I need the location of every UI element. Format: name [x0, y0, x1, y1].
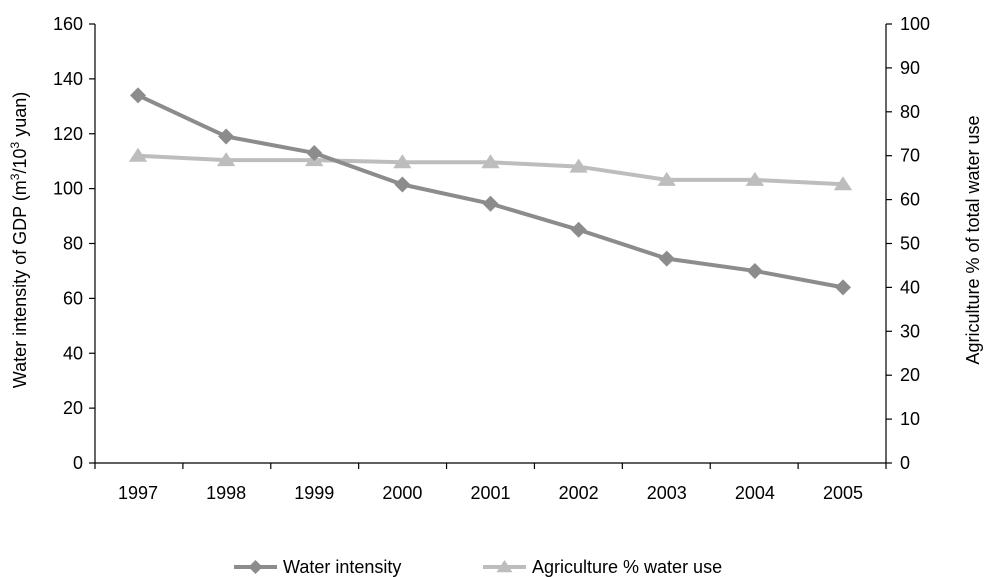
x-tick-label: 1998	[206, 483, 246, 503]
left-tick-label: 80	[63, 234, 83, 254]
x-tick-label: 2002	[559, 483, 599, 503]
point-agriculture-share	[745, 171, 765, 186]
legend-label: Agriculture % water use	[532, 557, 722, 577]
left-tick-label: 60	[63, 288, 83, 308]
left-axis-label-prefix: Water intensity of GDP (m	[10, 180, 30, 388]
right-axis-ticks: 0 10 20 30 40 50 60 70 80 90 100	[886, 14, 930, 473]
legend-marker-triangle	[496, 560, 513, 573]
right-axis-label: Agriculture % of total water use	[963, 115, 983, 364]
point-water-intensity	[218, 128, 235, 145]
left-axis-label-mid: /10	[10, 148, 30, 173]
series-line-water-intensity	[137, 93, 844, 290]
point-water-intensity	[746, 262, 763, 279]
left-tick-label: 160	[53, 14, 83, 34]
legend-item-agriculture-share: Agriculture % water use	[483, 557, 722, 577]
point-water-intensity	[482, 195, 499, 212]
right-tick-label: 40	[900, 277, 920, 297]
legend-marker-diamond	[248, 560, 263, 574]
left-axis-label-sup2: 3	[8, 141, 22, 148]
right-tick-label: 90	[900, 58, 920, 78]
point-water-intensity	[570, 221, 587, 238]
legend-item-water-intensity: Water intensity	[234, 557, 401, 577]
plot-area	[94, 24, 887, 464]
x-tick-label: 2000	[382, 483, 422, 503]
right-tick-label: 20	[900, 365, 920, 385]
point-agriculture-share	[833, 176, 853, 191]
series-water-intensity	[130, 87, 851, 296]
right-tick-label: 80	[900, 102, 920, 122]
left-axis-label-suffix: yuan)	[10, 92, 30, 142]
series-layer	[128, 87, 853, 296]
point-water-intensity	[394, 176, 411, 193]
left-tick-label: 140	[53, 69, 83, 89]
x-tick-label: 2001	[470, 483, 510, 503]
left-tick-label: 0	[73, 453, 83, 473]
left-axis-label: Water intensity of GDP (m3/103 yuan)	[8, 92, 30, 389]
right-tick-label: 30	[900, 321, 920, 341]
point-agriculture-share	[569, 158, 588, 173]
point-water-intensity	[306, 144, 323, 161]
point-water-intensity	[658, 250, 675, 267]
x-axis-ticks: 1997 1998 1999 2000 2001 2002 2003 2004 2005	[94, 463, 887, 503]
x-tick-label: 2005	[823, 483, 863, 503]
x-tick-label: 2004	[735, 483, 775, 503]
right-tick-label: 60	[900, 190, 920, 210]
left-axis-ticks: 0 20 40 60 80 100 120 140 160	[53, 14, 95, 473]
right-tick-label: 0	[900, 453, 910, 473]
right-tick-label: 10	[900, 409, 920, 429]
point-water-intensity	[835, 279, 851, 296]
left-tick-label: 120	[53, 124, 83, 144]
point-agriculture-share	[393, 154, 412, 169]
point-agriculture-share	[216, 152, 236, 167]
legend: Water intensity Agriculture % water use	[234, 557, 722, 577]
left-tick-label: 100	[53, 179, 83, 199]
x-tick-label: 1999	[294, 483, 334, 503]
left-tick-label: 40	[63, 343, 83, 363]
right-tick-label: 100	[900, 14, 930, 34]
x-tick-label: 1997	[118, 483, 158, 503]
left-axis-label-sup1: 3	[8, 173, 22, 180]
x-tick-label: 2003	[647, 483, 687, 503]
point-water-intensity	[130, 87, 146, 104]
point-agriculture-share	[481, 154, 500, 169]
series-agriculture-share	[128, 147, 853, 191]
left-tick-label: 20	[63, 398, 83, 418]
point-agriculture-share	[128, 147, 148, 162]
right-tick-label: 50	[900, 234, 920, 254]
right-tick-label: 70	[900, 146, 920, 166]
point-agriculture-share	[657, 171, 676, 186]
legend-label: Water intensity	[283, 557, 401, 577]
